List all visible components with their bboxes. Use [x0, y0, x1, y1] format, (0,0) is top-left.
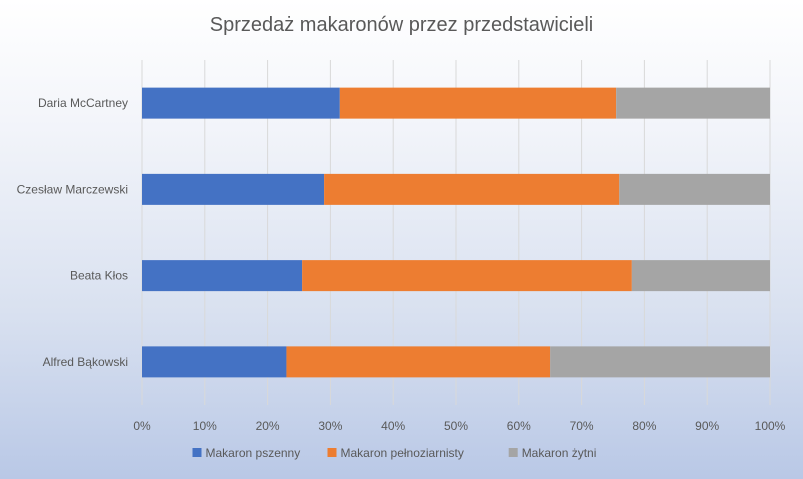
bar-segment: [302, 260, 632, 292]
legend-swatch: [192, 448, 202, 457]
legend-swatch: [508, 448, 518, 457]
bar-segment: [324, 173, 620, 205]
bar-segment: [142, 173, 325, 205]
x-tick-label: 10%: [193, 419, 217, 433]
bar-segment: [631, 260, 770, 292]
bar-segment: [550, 346, 770, 378]
category-label: Alfred Bąkowski: [43, 355, 128, 369]
x-tick-label: 30%: [318, 419, 342, 433]
category-label: Daria McCartney: [38, 96, 128, 110]
bar-segment: [619, 173, 770, 205]
bar-segment: [142, 260, 303, 292]
x-tick-label: 60%: [507, 419, 531, 433]
x-tick-label: 0%: [133, 419, 151, 433]
legend-label: Makaron żytni: [522, 446, 597, 460]
x-tick-label: 80%: [632, 419, 656, 433]
x-tick-label: 20%: [256, 419, 280, 433]
bar-segment: [142, 346, 287, 378]
x-tick-label: 90%: [695, 419, 719, 433]
category-label: Czesław Marczewski: [17, 182, 128, 196]
bar-segment: [616, 87, 770, 119]
bar-segment: [339, 87, 617, 119]
category-label: Beata Kłos: [70, 269, 128, 283]
legend-swatch: [327, 448, 337, 457]
x-tick-label: 100%: [755, 419, 786, 433]
bar-segment: [286, 346, 551, 378]
bar-segment: [142, 87, 340, 119]
chart-title: Sprzedaż makaronów przez przedstawicieli: [209, 14, 594, 36]
legend-label: Makaron pszenny: [206, 446, 301, 460]
x-tick-label: 50%: [444, 419, 468, 433]
x-tick-label: 40%: [381, 419, 405, 433]
x-tick-label: 70%: [570, 419, 594, 433]
legend-label: Makaron pełnoziarnisty: [341, 446, 464, 460]
